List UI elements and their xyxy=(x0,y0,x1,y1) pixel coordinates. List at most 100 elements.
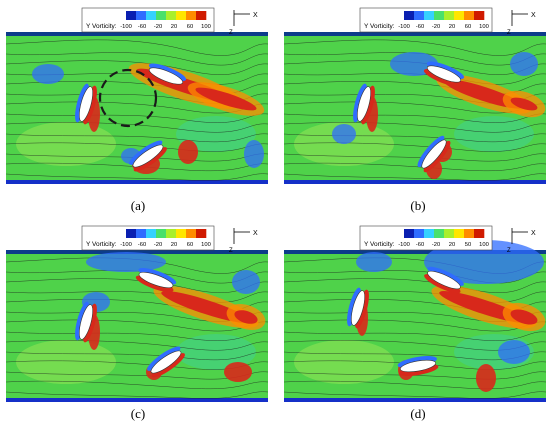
foil-body xyxy=(78,304,94,340)
field-patch xyxy=(176,334,256,370)
colorbar-label: Y Vorticity: xyxy=(86,23,117,30)
colorbar-swatch xyxy=(166,229,177,238)
foil-3 xyxy=(397,356,439,376)
streamline xyxy=(284,391,546,399)
colorbar-tick: 20 xyxy=(449,24,455,30)
negative-vortex xyxy=(356,252,392,272)
colorbar-tick: -60 xyxy=(138,24,146,30)
colorbar-swatch xyxy=(156,229,167,238)
foil-body xyxy=(427,270,461,290)
foil-1 xyxy=(75,301,97,343)
colorbar-tick: 100 xyxy=(479,24,489,30)
colorbar-swatch xyxy=(424,229,435,238)
caption-b: (b) xyxy=(410,198,426,213)
colorbar-tick: 20 xyxy=(449,242,455,248)
vorticity-plot-c: Y Vorticity: -100 -60 -20 20 60 100 X Z xyxy=(6,225,268,402)
colorbar-swatch xyxy=(166,11,177,20)
colorbar-tick: -100 xyxy=(120,242,132,248)
colorbar-tick: 60 xyxy=(187,242,193,248)
colorbar-swatch xyxy=(414,229,425,238)
top-wall xyxy=(6,250,268,254)
foil-body xyxy=(426,65,462,83)
colorbar-swatch xyxy=(404,11,415,20)
bottom-wall xyxy=(284,180,546,184)
colorbar-swatch xyxy=(454,229,465,238)
streamline xyxy=(6,113,268,123)
vorticity-plot-d: Y Vorticity: -100 -60 -20 20 50 100 X Z xyxy=(284,225,546,402)
colorbar-swatch xyxy=(434,11,445,20)
axis-z-label: Z xyxy=(229,248,233,254)
foil-3 xyxy=(129,140,167,172)
streamline xyxy=(284,173,546,181)
foil-3 xyxy=(417,135,451,173)
axis-x-label: X xyxy=(531,12,536,19)
streamline xyxy=(284,371,546,380)
bottom-wall xyxy=(6,180,268,184)
negative-vortex xyxy=(244,140,264,168)
streamline xyxy=(6,60,268,75)
colorbar-swatch xyxy=(146,11,157,20)
foil-1 xyxy=(353,83,375,125)
field-patch xyxy=(294,340,394,384)
foil-body xyxy=(132,144,164,168)
negative-vortex xyxy=(510,52,538,76)
top-wall xyxy=(6,32,268,36)
colorbar-swatch xyxy=(186,229,197,238)
streamline xyxy=(6,331,268,341)
streamline xyxy=(6,340,268,351)
foil-2 xyxy=(145,63,187,89)
axis-x-label: X xyxy=(253,12,258,19)
colorbar-swatch xyxy=(474,11,485,20)
axis-x-label: X xyxy=(253,230,258,237)
panel-c: Y Vorticity: -100 -60 -20 20 60 100 X Z xyxy=(6,222,268,410)
streamline xyxy=(6,257,268,274)
colorbar-tick: 60 xyxy=(187,24,193,30)
negative-vortex xyxy=(332,124,356,144)
negative-vortex xyxy=(86,252,166,272)
field-patch xyxy=(176,116,256,152)
colorbar-swatch xyxy=(454,11,465,20)
colorbar-swatch xyxy=(196,229,207,238)
colorbar-swatch xyxy=(424,11,435,20)
foil-1 xyxy=(75,83,97,125)
colorbar-swatch xyxy=(136,11,147,20)
colorbar-tick: -20 xyxy=(154,24,162,30)
top-wall xyxy=(284,250,546,254)
panel-b: Y Vorticity: -100 -60 -20 20 60 100 X Z xyxy=(284,4,546,192)
foil-3 xyxy=(147,346,185,378)
wake-vortex-core xyxy=(234,310,258,324)
colorbar-swatch xyxy=(196,11,207,20)
colorbar-tick: -60 xyxy=(138,242,146,248)
colorbar-label: Y Vorticity: xyxy=(86,241,117,248)
colorbar-swatch xyxy=(126,11,137,20)
streamline xyxy=(6,162,268,171)
colorbar-label: Y Vorticity: xyxy=(364,241,395,248)
field-patch xyxy=(454,116,534,152)
colorbar-tick: 60 xyxy=(465,24,471,30)
colorbar-swatch xyxy=(136,229,147,238)
positive-vortex xyxy=(178,140,198,164)
highlight-circle xyxy=(98,68,158,128)
wake-vortex-core xyxy=(510,309,538,325)
streamline xyxy=(284,162,546,171)
streamline xyxy=(284,122,546,133)
caption-d: (d) xyxy=(410,406,426,421)
colorbar-tick: -100 xyxy=(398,242,410,248)
streamline xyxy=(6,391,268,399)
foil-body xyxy=(148,67,184,85)
streamline xyxy=(6,39,268,56)
streamline xyxy=(6,173,268,181)
colorbar-swatch xyxy=(434,229,445,238)
foil-2 xyxy=(135,267,177,293)
negative-vortex xyxy=(232,270,260,294)
caption-a: (a) xyxy=(130,198,146,213)
negative-vortex xyxy=(424,240,544,284)
colorbar-swatch xyxy=(156,11,167,20)
colorbar-tick: 100 xyxy=(201,242,211,248)
bottom-wall xyxy=(6,398,268,402)
colorbar-tick: -20 xyxy=(432,242,440,248)
colorbar-swatch xyxy=(414,11,425,20)
caption-c: (c) xyxy=(130,406,146,421)
colorbar-swatch xyxy=(126,229,137,238)
colorbar-swatch xyxy=(176,229,187,238)
